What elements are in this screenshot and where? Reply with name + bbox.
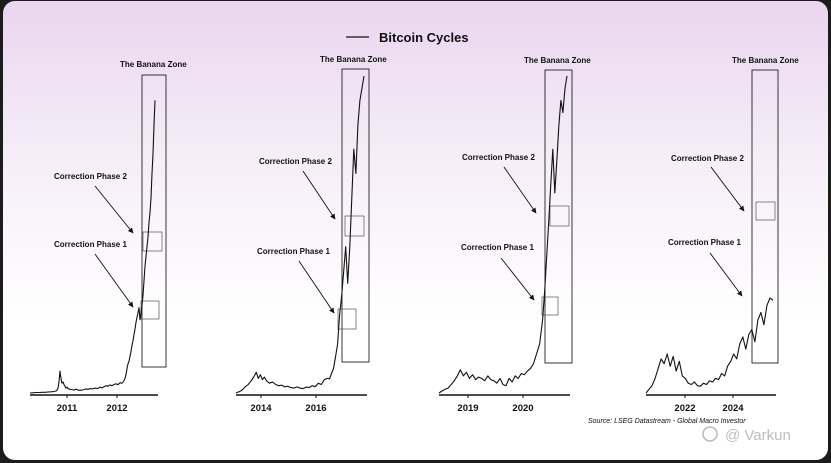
watermark-text: @ Varkun (725, 427, 791, 444)
banana-zone-label: The Banana Zone (524, 56, 591, 65)
correction-box (142, 231, 163, 252)
correction-phase-1-label: Correction Phase 1 (54, 240, 127, 249)
chart-title: Bitcoin Cycles (379, 30, 469, 45)
correction-phase-2-label: Correction Phase 2 (462, 153, 535, 162)
banana-zone-label: The Banana Zone (732, 56, 799, 65)
correction-phase-2-label: Correction Phase 2 (54, 172, 127, 181)
correction-phase-1-label: Correction Phase 1 (257, 247, 330, 256)
annotation-arrow (709, 252, 743, 297)
source-note: Source: LSEG Datastream - Global Macro I… (588, 418, 746, 425)
annotation-arrow (500, 257, 535, 301)
x-tick-label: 2024 (722, 403, 744, 414)
chart-slide: Bitcoin Cycles 2011 2012 The Banana Zone Co… (3, 1, 828, 460)
banana-zone-label: The Banana Zone (120, 60, 187, 69)
correction-phase-2-label: Correction Phase 2 (259, 157, 332, 166)
price-series-line (645, 297, 774, 394)
banana-zone-label: The Banana Zone (320, 55, 387, 64)
annotation-arrow (94, 253, 134, 308)
correction-box (541, 296, 559, 316)
annotation-arrow (710, 166, 745, 212)
x-tick-label: 2020 (512, 403, 533, 414)
annotation-arrow (94, 185, 134, 234)
annotation-arrow (503, 166, 537, 214)
correction-phase-1-label: Correction Phase 1 (668, 238, 741, 247)
price-series-line (438, 75, 568, 394)
x-tick-label: 2019 (457, 403, 478, 414)
banana-zone-box (751, 69, 779, 364)
panel-cycle-1: 2011 2012 The Banana Zone Correction Phase … (29, 60, 187, 414)
correction-box (344, 215, 365, 237)
annotation-arrow (302, 170, 336, 220)
watermark: @ Varkun (702, 426, 791, 444)
price-series-line (29, 100, 156, 394)
correction-phase-2-label: Correction Phase 2 (671, 154, 744, 163)
panel-cycle-4: 2022 2024 The Banana Zone Correction Phase … (645, 56, 799, 414)
correction-box (549, 205, 570, 227)
x-tick-label: 2012 (106, 403, 127, 414)
banana-zone-box (141, 74, 167, 368)
banana-zone-box (341, 68, 370, 363)
panel-cycle-3: 2019 2020 The Banana Zone Correction Phase … (438, 56, 591, 414)
bitcoin-cycles-chart: Bitcoin Cycles 2011 2012 The Banana Zone Co… (29, 30, 799, 444)
x-tick-label: 2011 (57, 403, 78, 414)
banana-zone-box (544, 69, 573, 364)
correction-phase-1-label: Correction Phase 1 (461, 243, 534, 252)
x-tick-label: 2014 (250, 403, 272, 414)
correction-box (337, 308, 357, 330)
x-tick-label: 2016 (305, 403, 326, 414)
annotation-arrow (298, 260, 335, 314)
x-tick-label: 2022 (674, 403, 695, 414)
panel-cycle-2: 2014 2016 The Banana Zone Correction Phase … (235, 55, 387, 414)
correction-box (140, 300, 160, 320)
correction-box (755, 201, 776, 221)
price-series-line (235, 75, 365, 394)
